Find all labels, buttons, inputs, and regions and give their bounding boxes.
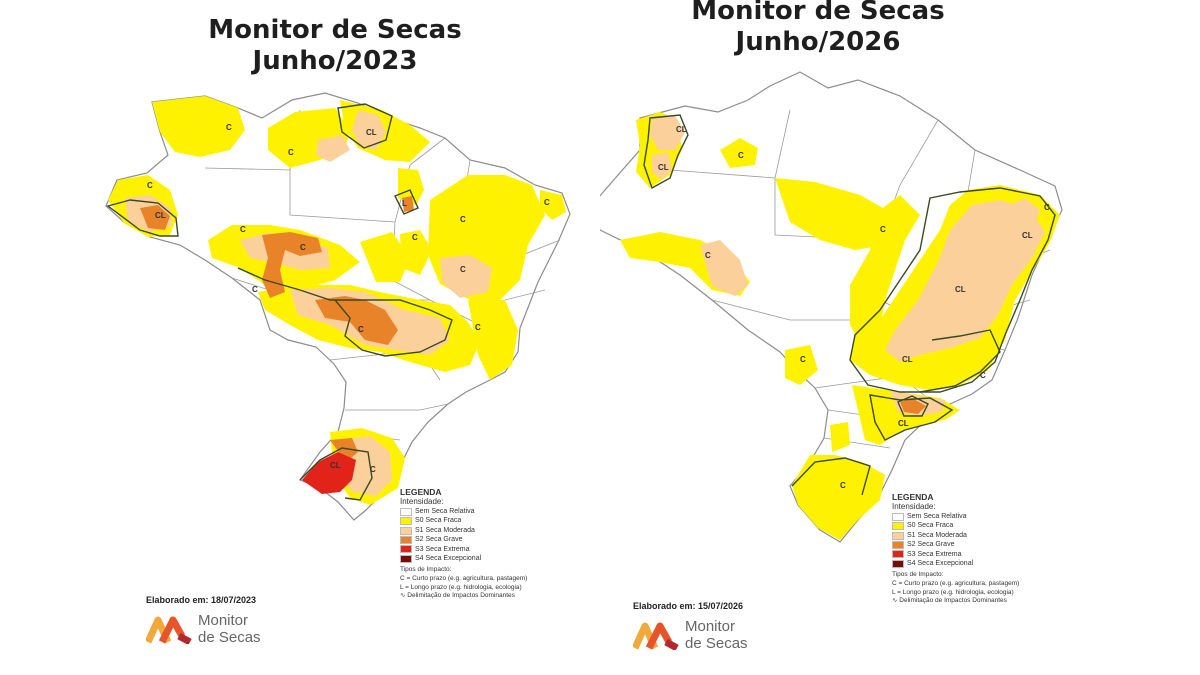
legend-impact-l: L = Longo prazo (e.g. hidrologia, ecolog… [892,588,1014,596]
legend-impact-c: C = Curto prazo (e.g. agricultura, pasta… [400,575,528,583]
s2-seca-grave-areas [900,398,926,414]
legend-impact-l: L = Longo prazo (e.g. hidrologia, ecolog… [400,583,522,591]
impact-label-c: C [147,181,153,190]
legend-swatch-s4 [400,554,412,563]
impact-label-c: C [288,148,294,157]
legend-impact-title: Tipos de Impacto: [892,571,944,579]
s3-seca-extrema-areas [302,452,356,494]
brazil-drought-map: C C CL C CL C C C C C C C C L CL C C [105,92,571,521]
monitor-logo-icon [146,616,192,644]
map-title-line1: Monitor de Secas [691,0,945,26]
elaborado-date: Elaborado em: 15/07/2026 [633,601,744,611]
drought-map-panel-2023: Monitor de Secas Junho/2023 [105,15,571,646]
legend-title: LEGENDA [400,487,442,497]
legend-impact-c: C = Curto prazo (e.g. agricultura, pasta… [892,580,1020,588]
legend-swatch-s1 [400,526,412,535]
map-title: Monitor de Secas Junho/2023 [175,15,495,77]
legend-title: LEGENDA [892,492,934,502]
legend-item: S0 Seca Fraca [400,516,527,526]
legend-item: S3 Seca Extrema [892,550,1019,559]
impact-label-c: C [800,355,806,364]
impact-label-c: C [544,198,550,207]
impact-label-l: L [402,199,407,208]
impact-label-c: C [358,325,364,334]
legend-swatch-s3 [400,545,412,554]
legend-swatch-s3 [892,550,904,559]
impact-label-c: C [738,151,744,160]
legend-item: Sem Seca Relativa [892,512,1019,521]
legend-swatch-s2 [400,535,412,544]
legend-item: S2 Seca Grave [892,540,1019,549]
legend-swatch-none [400,507,412,516]
legend-swatch-s1 [892,531,904,540]
impact-label-c: C [1044,203,1050,212]
elaborado-date: Elaborado em: 18/07/2023 [146,595,257,605]
impact-label-cl: CL [902,355,913,364]
legend-swatch-s2 [892,540,904,549]
wave-icon: ∿ [892,597,900,605]
impact-label-cl: CL [1022,231,1033,240]
legend-impact-title: Tipos de Impacto: [400,566,452,574]
impact-label-c: C [980,371,986,380]
impact-label-c: C [880,225,886,234]
legend-swatch-s0 [400,517,412,526]
s1-seca-moderada-areas [650,116,1045,416]
impact-label-c: C [252,285,258,294]
legend-item: S1 Seca Moderada [400,526,527,535]
s1-seca-moderada-areas [125,110,492,496]
map-title-line2: Junho/2023 [252,46,418,76]
impact-label-c: C [840,481,846,490]
legend-item: S2 Seca Grave [400,535,527,544]
legend-swatch-none [892,512,904,521]
s2-seca-grave-areas [140,196,414,462]
impact-label-c: C [460,265,466,274]
impact-label-cl: CL [676,125,687,134]
impact-delimitation-lines [643,114,1056,496]
impact-label-cl: CL [658,163,669,172]
monitor-de-secas-logo: Monitor de Secas [633,618,748,652]
map-title-line2: Junho/2026 [735,27,901,57]
legend-item: S4 Seca Excepcional [892,559,1019,568]
drought-map-panel-2026: Monitor de Secas Junho/2026 [600,0,1200,675]
monitor-de-secas-logo: Monitor de Secas [146,612,261,646]
legend-swatch-s0 [892,522,904,531]
brazil-drought-map: CL CL C C C CL CL CL C C CL C C [600,71,1063,543]
logo-line1: Monitor [685,618,736,635]
logo-line1: Monitor [198,612,249,629]
impact-label-c: C [475,323,481,332]
map-legend: LEGENDA Intensidade: Sem Seca Relativa S… [892,492,1019,606]
legend-item: Sem Seca Relativa [400,507,527,516]
impact-label-c: C [460,215,466,224]
map-title: Monitor de Secas Junho/2026 [658,0,978,58]
impact-label-cl: CL [155,211,166,220]
legend-subtitle: Intensidade: [400,497,444,506]
logo-line2: de Secas [685,635,748,652]
impact-label-c: C [226,123,232,132]
map-legend: LEGENDA Intensidade: Sem Seca Relativa S… [400,487,527,601]
legend-item: S4 Seca Excepcional [400,554,527,563]
logo-line2: de Secas [198,629,261,646]
legend-impact-line: ∿ Delimitação de Impactos Dominantes [400,592,515,600]
brazil-outline [600,71,1063,543]
impact-label-cl: CL [366,128,377,137]
legend-item: S1 Seca Moderada [892,531,1019,540]
map-title-line1: Monitor de Secas [208,15,462,45]
wave-icon: ∿ [400,592,408,600]
legend-swatch-s4 [892,559,904,568]
monitor-logo-icon [633,622,679,650]
impact-label-cl: CL [898,419,909,428]
legend-impact-line: ∿ Delimitação de Impactos Dominantes [892,597,1007,605]
impact-label-c: C [300,243,306,252]
impact-label-cl: CL [330,461,341,470]
impact-label-cl: CL [955,285,966,294]
legend-subtitle: Intensidade: [892,502,936,511]
impact-label-c: C [705,251,711,260]
impact-label-c: C [240,225,246,234]
impact-label-c: C [412,233,418,242]
legend-item: S3 Seca Extrema [400,545,527,554]
impact-label-c: C [370,465,376,474]
legend-item: S0 Seca Fraca [892,521,1019,531]
impact-delimitation-lines [106,103,453,501]
